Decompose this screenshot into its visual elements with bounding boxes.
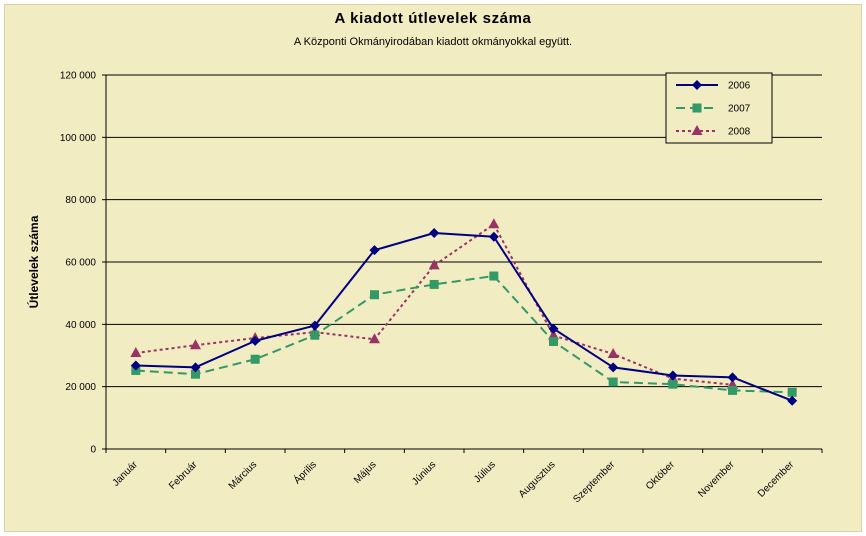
data-point — [191, 369, 200, 379]
series-line-2006 — [135, 232, 793, 402]
data-point — [310, 330, 320, 340]
y-tick-label: 40 000 — [65, 320, 96, 331]
data-point — [668, 379, 678, 389]
legend-marker-2007 — [692, 103, 702, 113]
data-point — [130, 347, 142, 358]
data-point — [190, 362, 201, 373]
legend-label: 2007 — [728, 104, 751, 115]
legend-label: 2006 — [728, 81, 751, 92]
chart-subtitle: A Központi Okmányirodában kiadott okmány… — [293, 36, 573, 48]
y-tick-label: 20 000 — [65, 382, 96, 393]
data-point — [608, 362, 619, 373]
data-point — [488, 218, 500, 229]
x-tick-label: Január — [111, 459, 141, 489]
data-point — [488, 231, 499, 242]
x-tick-label: Május — [352, 459, 379, 486]
series-line-2007 — [135, 275, 793, 394]
data-point — [787, 395, 798, 406]
x-tick-label: November — [696, 459, 737, 500]
x-tick-label: Augusztus — [517, 459, 558, 500]
series-2006 — [130, 228, 798, 406]
x-tick-label: Október — [644, 459, 677, 492]
y-tick-label: 100 000 — [60, 133, 97, 144]
x-tick-label: December — [756, 459, 797, 500]
data-point — [429, 279, 439, 289]
data-point — [607, 347, 619, 358]
y-tick-label: 80 000 — [65, 195, 96, 206]
data-point — [250, 335, 261, 346]
data-point — [190, 339, 201, 350]
data-point — [250, 354, 260, 364]
chart-title: A kiadott útlevelek száma — [334, 10, 532, 27]
data-point — [667, 370, 678, 381]
x-tick-label: Július — [472, 459, 498, 485]
data-point — [428, 259, 440, 270]
data-point — [727, 372, 738, 383]
data-point — [787, 387, 797, 397]
y-axis-label: Útlevelek száma — [26, 215, 41, 308]
data-point — [608, 377, 618, 387]
legend: 2006 2007 2008 — [665, 72, 773, 144]
x-tick-label: Április — [291, 458, 319, 486]
data-point — [309, 320, 320, 331]
x-tick-label: Szeptember — [571, 459, 617, 505]
data-point — [429, 228, 440, 239]
data-point — [369, 245, 380, 256]
legend-marker-2008 — [691, 125, 703, 135]
y-tick-label: 120 000 — [60, 71, 97, 82]
data-point — [369, 333, 380, 344]
y-tick-label: 0 — [90, 445, 96, 456]
x-tick-label: Február — [167, 459, 200, 492]
data-point — [549, 336, 558, 346]
x-tick-label: Június — [410, 459, 438, 487]
legend-marker-2006 — [692, 80, 702, 90]
data-point — [548, 323, 559, 334]
series-2007 — [131, 271, 797, 397]
data-point — [728, 385, 737, 395]
data-point — [370, 290, 379, 300]
x-tick-label: Március — [227, 459, 260, 492]
data-point — [489, 271, 499, 281]
y-tick-label: 60 000 — [65, 258, 96, 269]
legend-label: 2008 — [728, 127, 751, 138]
data-point — [130, 360, 141, 371]
